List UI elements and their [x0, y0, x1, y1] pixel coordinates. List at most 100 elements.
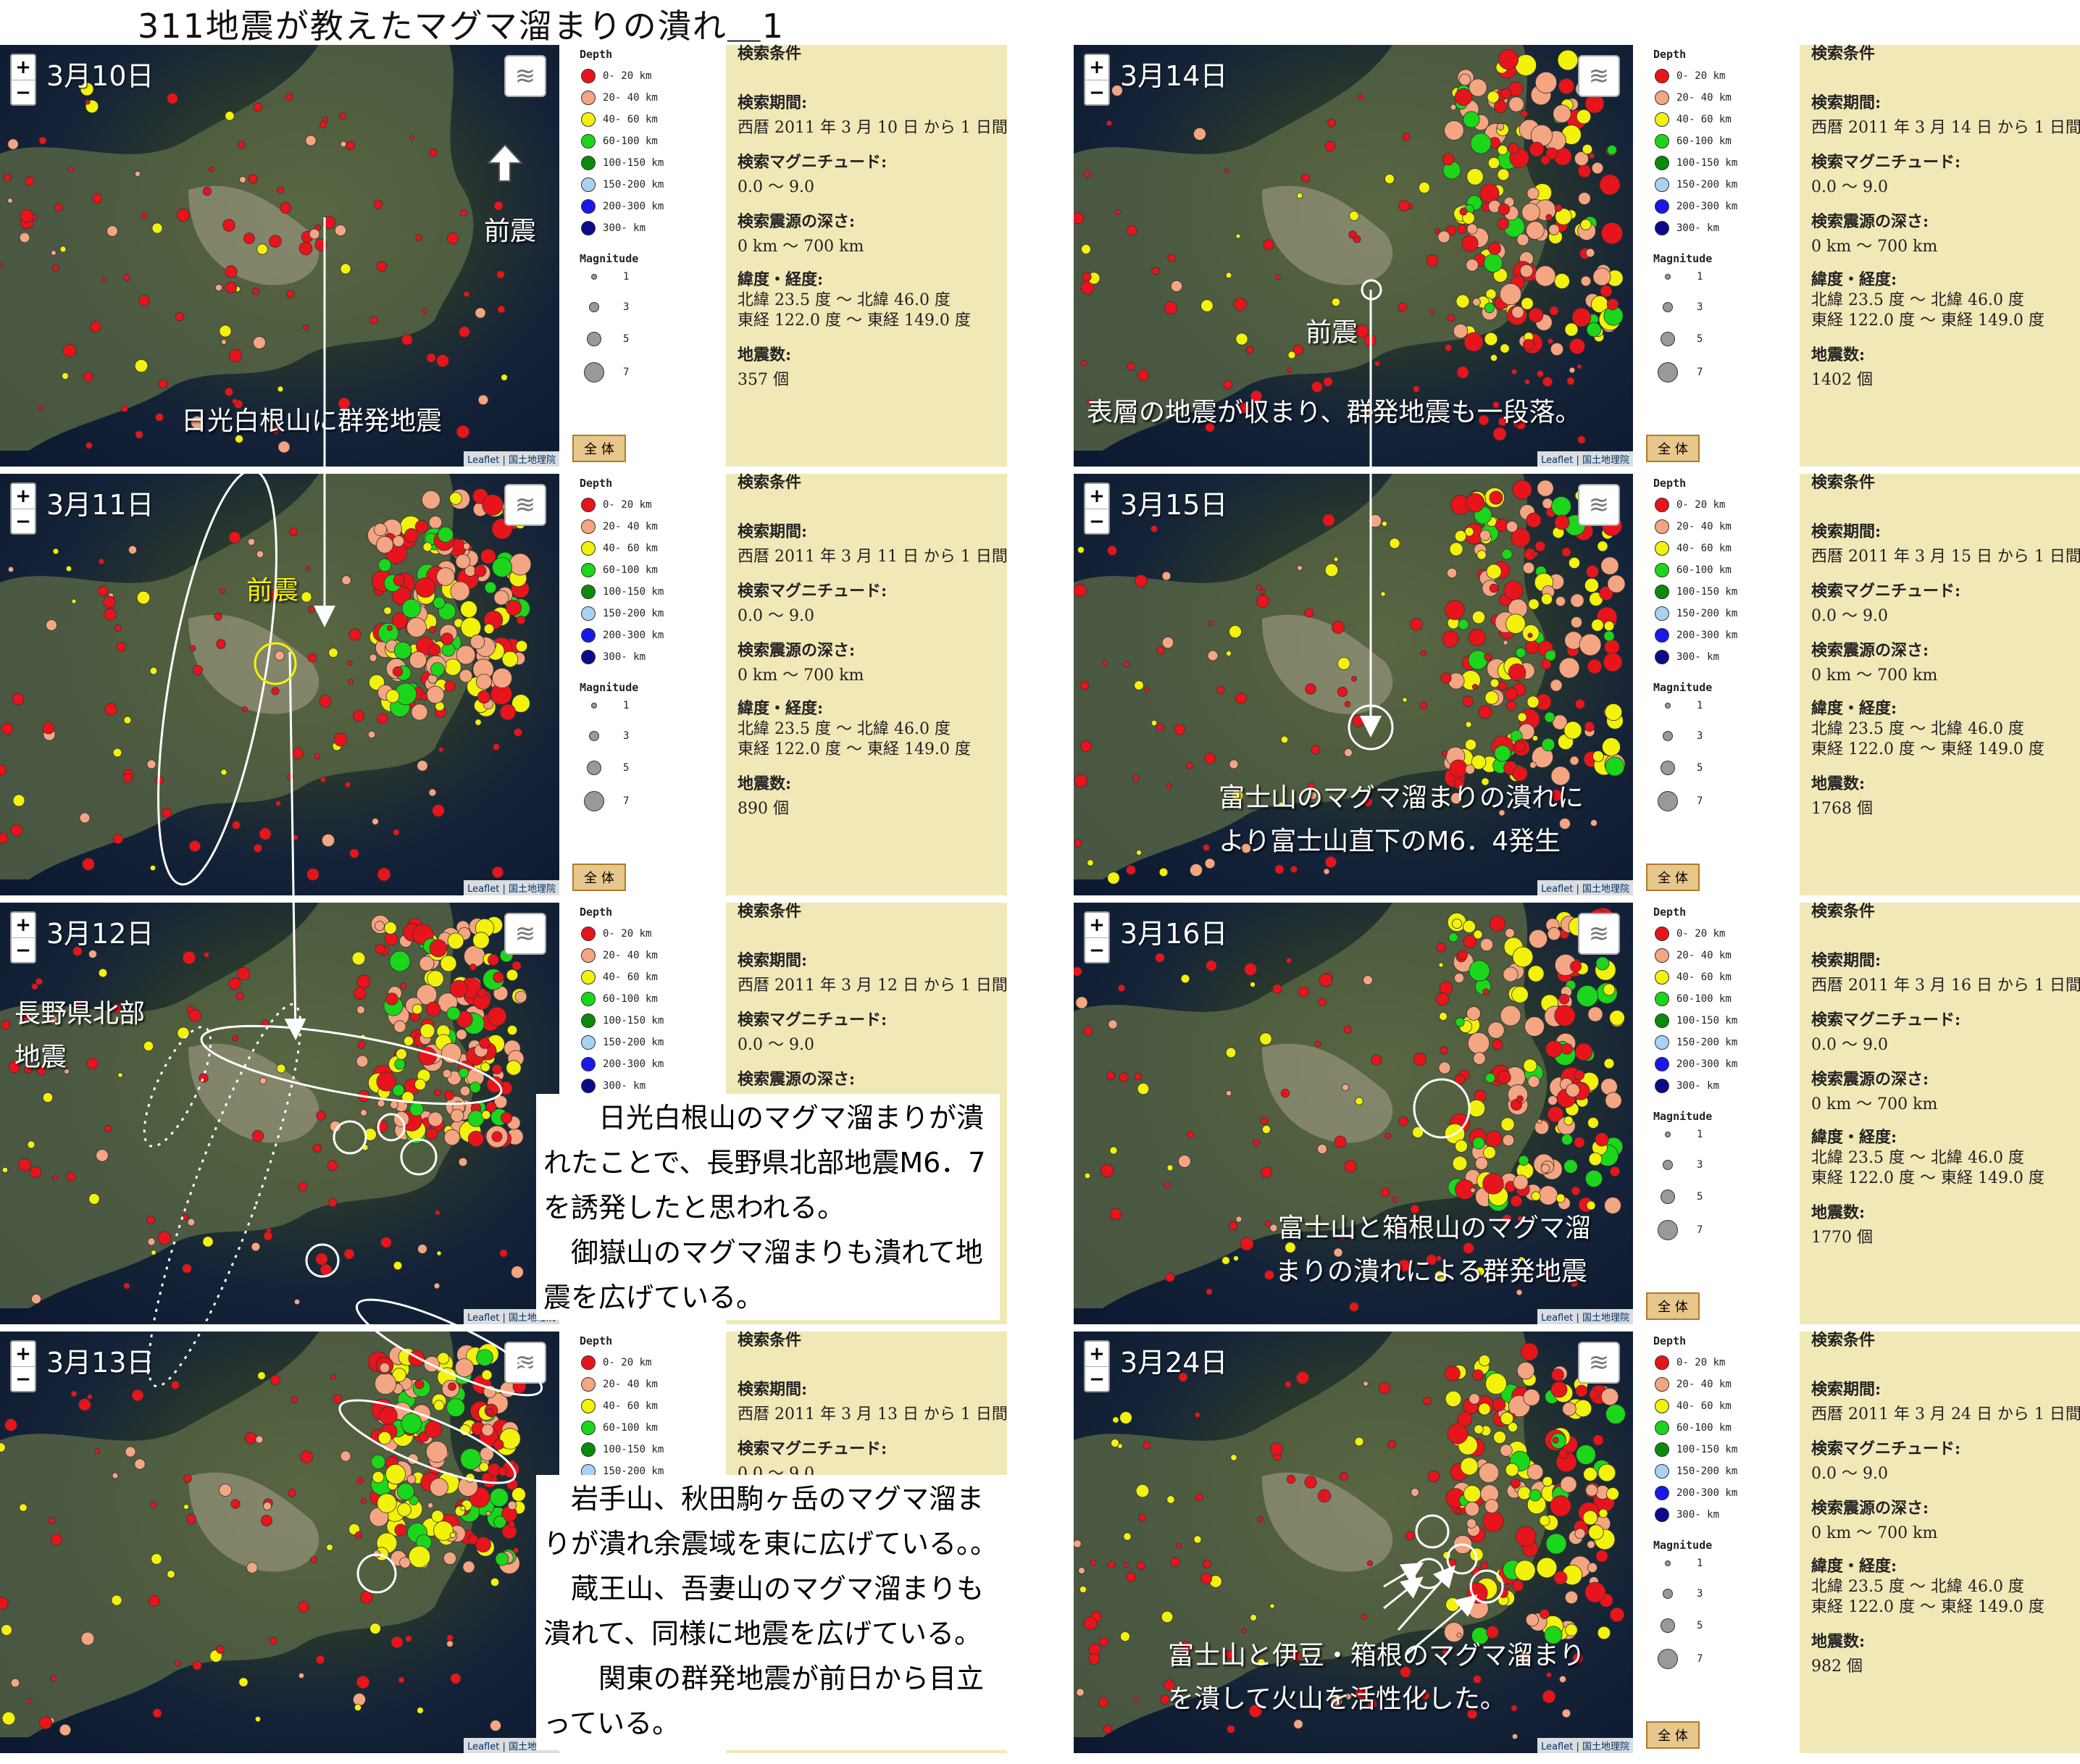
- quake-marker[interactable]: [360, 1034, 366, 1040]
- quake-marker[interactable]: [271, 687, 280, 695]
- quake-marker[interactable]: [1175, 1542, 1182, 1550]
- quake-marker[interactable]: [1280, 1088, 1290, 1098]
- quake-marker[interactable]: [1604, 1197, 1621, 1214]
- quake-marker[interactable]: [1250, 390, 1263, 403]
- quake-marker[interactable]: [375, 944, 386, 955]
- quake-marker[interactable]: [476, 673, 493, 690]
- quake-marker[interactable]: [496, 270, 505, 279]
- quake-marker[interactable]: [0, 1442, 6, 1452]
- quake-marker[interactable]: [1327, 119, 1336, 128]
- quake-marker[interactable]: [1224, 1650, 1234, 1660]
- quake-marker[interactable]: [203, 952, 209, 958]
- quake-marker[interactable]: [450, 1673, 461, 1684]
- quake-marker[interactable]: [1549, 306, 1559, 316]
- quake-marker[interactable]: [1566, 377, 1575, 385]
- quake-marker[interactable]: [444, 680, 456, 692]
- quake-marker[interactable]: [209, 167, 214, 172]
- quake-marker[interactable]: [1084, 170, 1091, 177]
- quake-marker[interactable]: [349, 848, 359, 858]
- quake-marker[interactable]: [415, 234, 422, 241]
- quake-marker[interactable]: [438, 527, 454, 543]
- quake-marker[interactable]: [1482, 1173, 1504, 1195]
- quake-marker[interactable]: [1193, 1535, 1202, 1544]
- quake-marker[interactable]: [340, 263, 351, 275]
- quake-marker[interactable]: [405, 1635, 412, 1642]
- quake-marker[interactable]: [369, 316, 378, 325]
- quake-marker[interactable]: [1609, 1607, 1625, 1623]
- quake-marker[interactable]: [511, 1266, 524, 1279]
- quake-marker[interactable]: [385, 992, 398, 1006]
- quake-marker[interactable]: [1088, 1653, 1100, 1665]
- quake-marker[interactable]: [1485, 1130, 1503, 1148]
- quake-marker[interactable]: [1514, 741, 1526, 753]
- quake-marker[interactable]: [228, 531, 241, 544]
- quake-marker[interactable]: [46, 619, 57, 631]
- quake-marker[interactable]: [1109, 1208, 1122, 1221]
- quake-marker[interactable]: [436, 567, 455, 586]
- quake-marker[interactable]: [1486, 1626, 1499, 1639]
- quake-marker[interactable]: [393, 829, 400, 836]
- quake-marker[interactable]: [343, 1248, 355, 1260]
- quake-marker[interactable]: [1484, 1072, 1496, 1084]
- quake-marker[interactable]: [35, 978, 43, 986]
- quake-marker[interactable]: [433, 1521, 454, 1541]
- quake-marker[interactable]: [456, 425, 470, 439]
- quake-marker[interactable]: [1275, 275, 1281, 280]
- quake-marker[interactable]: [38, 1715, 53, 1730]
- quake-marker[interactable]: [188, 840, 201, 852]
- quake-marker[interactable]: [356, 1675, 370, 1689]
- quake-marker[interactable]: [1435, 992, 1450, 1006]
- quake-marker[interactable]: [257, 1371, 266, 1380]
- quake-marker[interactable]: [419, 693, 428, 701]
- quake-marker[interactable]: [1487, 156, 1500, 170]
- quake-marker[interactable]: [1484, 690, 1499, 705]
- quake-marker[interactable]: [430, 1478, 448, 1497]
- quake-marker[interactable]: [279, 201, 291, 214]
- quake-marker[interactable]: [1221, 1256, 1230, 1265]
- quake-marker[interactable]: [372, 818, 379, 825]
- quake-marker[interactable]: [493, 971, 504, 983]
- quake-marker[interactable]: [1334, 1135, 1347, 1148]
- quake-marker[interactable]: [346, 141, 356, 151]
- quake-marker[interactable]: [1512, 946, 1534, 968]
- quake-marker[interactable]: [1511, 306, 1524, 319]
- quake-marker[interactable]: [449, 979, 468, 998]
- quake-marker[interactable]: [255, 1435, 264, 1444]
- quake-marker[interactable]: [1473, 929, 1483, 940]
- quake-marker[interactable]: [1319, 973, 1333, 987]
- quake-marker[interactable]: [1526, 221, 1545, 240]
- quake-marker[interactable]: [1605, 1092, 1622, 1109]
- quake-marker[interactable]: [214, 283, 223, 292]
- quake-marker[interactable]: [493, 1439, 504, 1450]
- quake-marker[interactable]: [1474, 1424, 1484, 1434]
- quake-marker[interactable]: [1463, 1484, 1482, 1503]
- quake-marker[interactable]: [187, 1218, 196, 1226]
- quake-marker[interactable]: [455, 1358, 475, 1378]
- quake-marker[interactable]: [426, 353, 436, 363]
- quake-marker[interactable]: [1577, 435, 1586, 444]
- quake-marker[interactable]: [373, 522, 388, 537]
- quake-marker[interactable]: [277, 186, 284, 193]
- quake-marker[interactable]: [1445, 225, 1457, 236]
- quake-marker[interactable]: [476, 1349, 493, 1366]
- quake-marker[interactable]: [326, 1544, 333, 1551]
- quake-marker[interactable]: [1438, 1011, 1448, 1021]
- quake-marker[interactable]: [1592, 1434, 1604, 1446]
- quake-marker[interactable]: [10, 824, 23, 837]
- quake-marker[interactable]: [228, 977, 241, 990]
- quake-marker[interactable]: [1420, 650, 1427, 657]
- quake-marker[interactable]: [314, 238, 327, 251]
- quake-marker[interactable]: [235, 992, 244, 1000]
- quake-marker[interactable]: [1592, 267, 1611, 286]
- quake-marker[interactable]: [499, 1249, 508, 1258]
- quake-marker[interactable]: [396, 1048, 407, 1060]
- quake-marker[interactable]: [1473, 1052, 1486, 1065]
- quake-marker[interactable]: [1200, 299, 1214, 312]
- quake-marker[interactable]: [469, 634, 485, 650]
- quake-marker[interactable]: [74, 1000, 82, 1008]
- quake-marker[interactable]: [1505, 700, 1517, 711]
- quake-marker[interactable]: [141, 212, 148, 220]
- quake-marker[interactable]: [1186, 762, 1193, 769]
- quake-marker[interactable]: [1487, 1021, 1505, 1039]
- quake-marker[interactable]: [1444, 343, 1453, 352]
